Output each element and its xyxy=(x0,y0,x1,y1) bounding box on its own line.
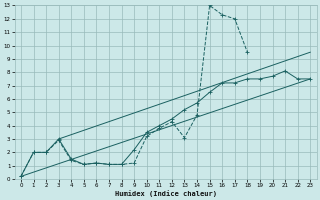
X-axis label: Humidex (Indice chaleur): Humidex (Indice chaleur) xyxy=(115,190,217,197)
